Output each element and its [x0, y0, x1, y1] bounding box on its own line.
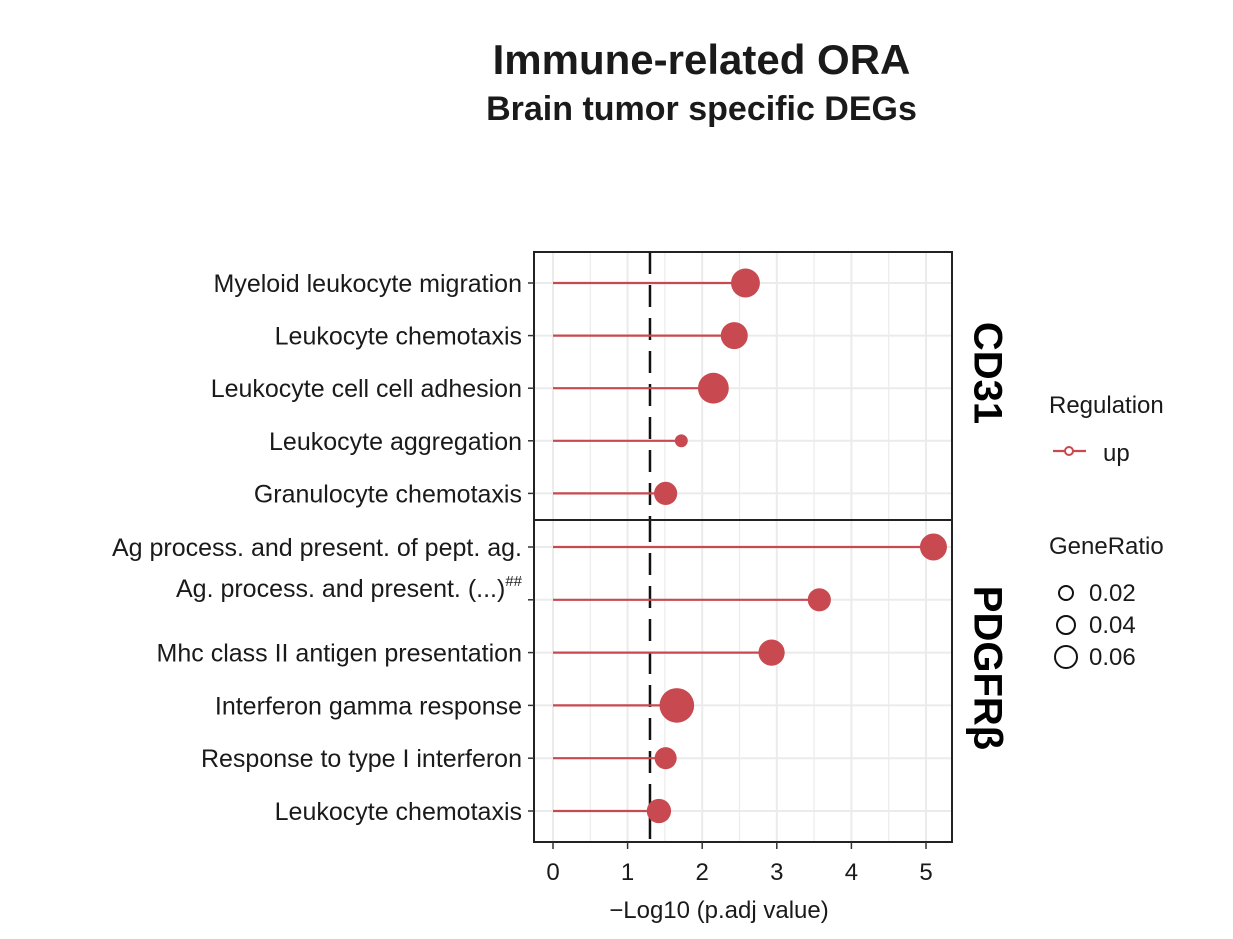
lollipop-point: [654, 481, 678, 505]
x-tick-label: 3: [770, 859, 783, 886]
category-text: Myeloid leukocyte migration: [214, 270, 522, 298]
lollipop-point: [659, 688, 695, 723]
category-text: Ag. process. and present. (...): [176, 575, 505, 603]
chart-title: Immune-related ORA: [492, 36, 911, 83]
category-text: Mhc class II antigen presentation: [157, 640, 522, 668]
legend-size-item: 0.06: [1089, 644, 1136, 671]
legend-size-circle: [1056, 615, 1076, 635]
legend-key-point: [1064, 446, 1074, 456]
lollipop-point: [697, 372, 729, 404]
lollipop-point: [654, 747, 677, 770]
category-text: Response to type I interferon: [201, 745, 522, 773]
category-text: Granulocyte chemotaxis: [254, 480, 522, 508]
legend-size-title: GeneRatio: [1049, 533, 1164, 560]
legend-size-item: 0.02: [1089, 580, 1136, 607]
lollipop-point: [731, 268, 760, 298]
category-text: Ag process. and present. of pept. ag.: [112, 534, 522, 562]
x-tick-label: 1: [621, 859, 634, 886]
category-label: Ag. process. and present. (...)##: [176, 573, 523, 603]
category-label: Response to type I interferon: [201, 745, 522, 773]
x-axis: 0 1 2 3 4 5 −Log10 (p.adj value): [546, 842, 933, 924]
chart-subtitle: Brain tumor specific DEGs: [486, 90, 917, 128]
facet-strip-label: PDGFRβ: [965, 586, 1009, 750]
category-label: Leukocyte chemotaxis: [275, 323, 522, 351]
category-superscript: ##: [505, 573, 522, 590]
data-marks: [553, 268, 947, 824]
lollipop-point: [807, 588, 831, 612]
category-label: Leukocyte aggregation: [269, 428, 522, 456]
x-tick-label: 4: [845, 859, 858, 886]
category-text: Leukocyte cell cell adhesion: [211, 375, 522, 403]
category-label: Mhc class II antigen presentation: [157, 640, 522, 668]
legend-regulation-item: up: [1103, 440, 1130, 467]
lollipop-point: [646, 798, 672, 824]
legend: Regulation up GeneRatio 0.02 0.04 0.06: [1049, 392, 1164, 671]
category-label: Ag process. and present. of pept. ag.: [112, 534, 522, 562]
lollipop-point: [758, 639, 785, 666]
category-text: Leukocyte aggregation: [269, 428, 522, 456]
x-tick-label: 0: [546, 859, 559, 886]
legend-regulation-title: Regulation: [1049, 392, 1164, 419]
category-label: Leukocyte cell cell adhesion: [211, 375, 522, 403]
facet-strip-label: CD31: [965, 322, 1009, 424]
category-text: Interferon gamma response: [215, 692, 522, 720]
x-axis-label: −Log10 (p.adj value): [609, 897, 829, 924]
legend-size-item: 0.04: [1089, 612, 1136, 639]
panel-border: [533, 519, 953, 843]
category-text: Leukocyte chemotaxis: [275, 323, 522, 351]
legend-size-circle: [1054, 645, 1078, 669]
panel-frames: [533, 251, 953, 843]
category-text: Leukocyte chemotaxis: [275, 798, 522, 826]
category-label: Leukocyte chemotaxis: [275, 798, 522, 826]
x-tick-label: 5: [919, 859, 932, 886]
lollipop-point: [720, 322, 748, 350]
lollipop-point: [674, 434, 688, 448]
lollipop-point: [919, 533, 947, 561]
category-label: Interferon gamma response: [215, 692, 522, 720]
category-label: Granulocyte chemotaxis: [254, 480, 522, 508]
facet-strips: CD31 PDGFRβ: [965, 322, 1009, 750]
category-labels: Myeloid leukocyte migration Leukocyte che…: [112, 270, 534, 826]
x-tick-label: 2: [696, 859, 709, 886]
legend-size-circle: [1058, 585, 1074, 601]
category-label: Myeloid leukocyte migration: [214, 270, 522, 298]
